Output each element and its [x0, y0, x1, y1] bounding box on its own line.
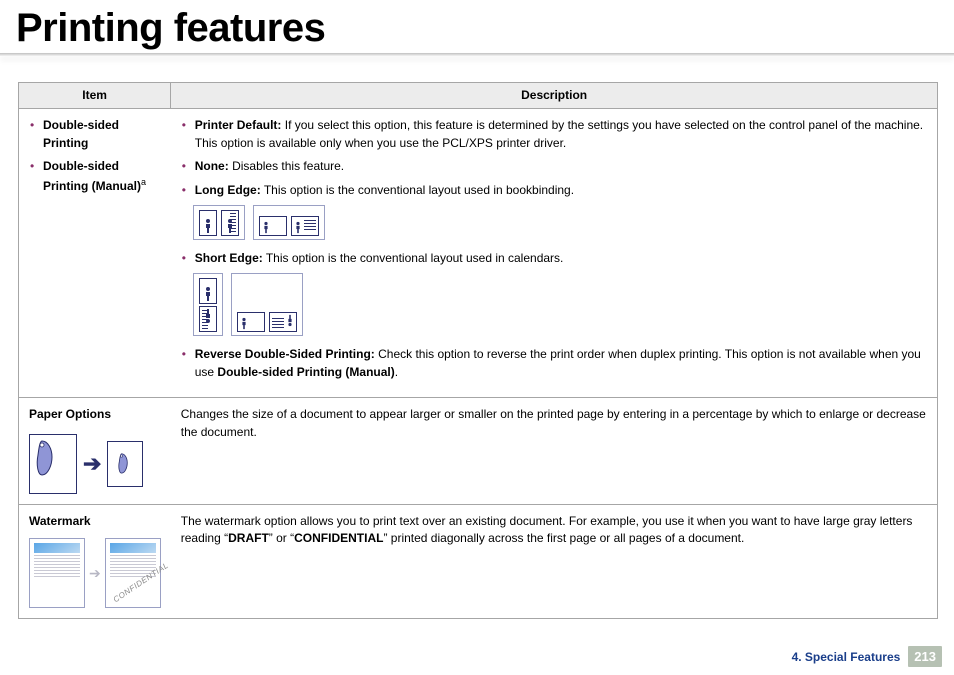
- opt-bold-ref: Double-sided Printing (Manual): [217, 365, 394, 379]
- arrow-right-icon: ➔: [89, 563, 101, 583]
- opt-label: Printer Default:: [195, 118, 282, 132]
- page-back-icon: [199, 306, 217, 332]
- duplex-icon: [193, 273, 223, 336]
- opt-none: None: Disables this feature.: [181, 158, 927, 175]
- long-edge-icons: [193, 205, 927, 240]
- item-label: Watermark: [29, 513, 161, 530]
- opt-label: None:: [195, 159, 229, 173]
- desc-text: Changes the size of a document to appear…: [181, 407, 926, 438]
- opt-printer-default: Printer Default: If you select this opti…: [181, 117, 927, 152]
- chapter-name: Special Features: [802, 650, 901, 664]
- desc-text: ” printed diagonally across the first pa…: [383, 531, 744, 545]
- item-label: Double-sided Printing (Manual): [43, 159, 141, 192]
- page-title: Printing features: [0, 0, 954, 51]
- duplex-icon: [253, 205, 325, 240]
- opt-reverse-duplex: Reverse Double-Sided Printing: Check thi…: [181, 346, 927, 381]
- item-double-sided: Double-sided Printing: [29, 117, 161, 152]
- table-header-row: Item Description: [19, 83, 938, 109]
- opt-text: If you select this option, this feature …: [195, 118, 923, 149]
- cell-item-double-sided: Double-sided Printing Double-sided Print…: [19, 109, 171, 398]
- cell-item-paper-options: Paper Options ➔: [19, 398, 171, 504]
- opt-text: This option is the conventional layout u…: [261, 183, 574, 197]
- item-label: Double-sided Printing: [43, 118, 119, 149]
- page-back-icon: [269, 312, 297, 332]
- watermark-sample-text: CONFIDENTIAL: [111, 568, 159, 606]
- opt-label: Long Edge:: [195, 183, 261, 197]
- cell-desc-watermark: The watermark option allows you to print…: [171, 504, 938, 618]
- page-front-icon: [237, 312, 265, 332]
- page-large-icon: [29, 434, 77, 494]
- page-number-badge: 213: [908, 646, 942, 667]
- page-footer: 4. Special Features 213: [792, 646, 942, 667]
- watermark-icon: ➔ CONFIDENTIAL: [29, 538, 161, 608]
- page-front-icon: [259, 216, 287, 236]
- page-front-icon: [199, 278, 217, 304]
- page-back-icon: [221, 210, 239, 236]
- page-front-icon: [199, 210, 217, 236]
- col-header-description: Description: [171, 83, 938, 109]
- footnote-mark: a: [141, 177, 146, 187]
- item-label: Paper Options: [29, 406, 161, 423]
- title-rule: [0, 53, 954, 56]
- chapter-num: 4.: [792, 650, 802, 664]
- desc-bold: DRAFT: [228, 531, 269, 545]
- table-row: Double-sided Printing Double-sided Print…: [19, 109, 938, 398]
- table-row: Paper Options ➔: [19, 398, 938, 504]
- cell-desc-paper-options: Changes the size of a document to appear…: [171, 398, 938, 504]
- duplex-icon: [231, 273, 303, 336]
- arrow-right-icon: ➔: [83, 448, 101, 480]
- opt-short-edge: Short Edge: This option is the conventio…: [181, 250, 927, 267]
- page-plain-icon: [29, 538, 85, 608]
- opt-label: Reverse Double-Sided Printing:: [195, 347, 375, 361]
- chapter-label: 4. Special Features: [792, 650, 901, 664]
- table-row: Watermark ➔ CONFIDENTIAL The watermark o…: [19, 504, 938, 618]
- col-header-item: Item: [19, 83, 171, 109]
- item-double-sided-manual: Double-sided Printing (Manual)a: [29, 158, 161, 195]
- features-table: Item Description Double-sided Printing D…: [18, 82, 938, 619]
- scale-icon: ➔: [29, 434, 161, 494]
- opt-long-edge: Long Edge: This option is the convention…: [181, 182, 927, 199]
- page-watermarked-icon: CONFIDENTIAL: [105, 538, 161, 608]
- opt-label: Short Edge:: [195, 251, 263, 265]
- opt-text: Disables this feature.: [229, 159, 344, 173]
- cell-desc-double-sided: Printer Default: If you select this opti…: [171, 109, 938, 398]
- duplex-icon: [193, 205, 245, 240]
- opt-text-tail: .: [395, 365, 398, 379]
- page-small-icon: [107, 441, 143, 487]
- desc-text: ” or “: [269, 531, 294, 545]
- page-back-icon: [291, 216, 319, 236]
- desc-bold: CONFIDENTIAL: [294, 531, 383, 545]
- cell-item-watermark: Watermark ➔ CONFIDENTIAL: [19, 504, 171, 618]
- short-edge-icons: [193, 273, 927, 336]
- opt-text: This option is the conventional layout u…: [263, 251, 564, 265]
